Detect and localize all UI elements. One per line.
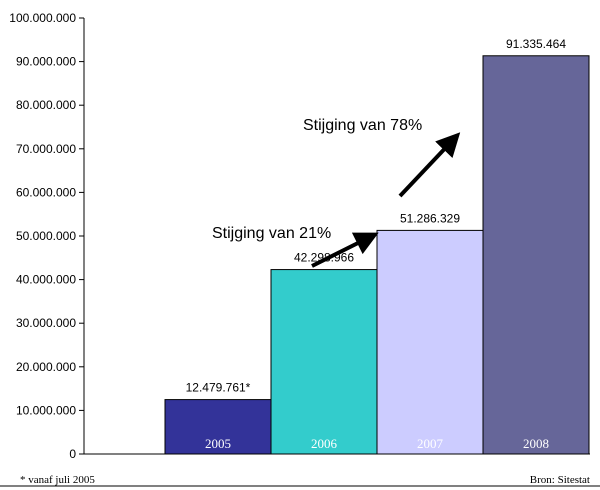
bar-2006	[270, 269, 378, 455]
y-tick-label: 30.000.000	[16, 316, 76, 330]
y-tick-label: 60.000.000	[16, 185, 76, 199]
y-tick-label: 90.000.000	[16, 55, 76, 69]
y-tick-label: 100.000.000	[9, 11, 76, 25]
data-label-2005: 12.479.761*	[186, 381, 251, 395]
y-axis: 0 10.000.000 20.000.000 30.000.000 40.000.00…	[9, 11, 590, 461]
y-tick-label: 20.000.000	[16, 360, 76, 374]
y-tick-label: 80.000.000	[16, 98, 76, 112]
arrow-increase-21	[311, 232, 379, 268]
source-label: Bron: Sitestat	[530, 474, 590, 486]
category-label-2007: 2007	[417, 436, 444, 451]
category-label-2005: 2005	[205, 436, 231, 451]
y-tick-label: 40.000.000	[16, 273, 76, 287]
data-label-2007: 51.286.329	[400, 211, 460, 225]
annotation-increase-21: Stijging van 21%	[212, 225, 331, 242]
arrow-increase-78	[398, 132, 461, 198]
bar-2007	[376, 229, 484, 455]
bar-2008	[482, 55, 590, 455]
y-tick-label: 50.000.000	[16, 229, 76, 243]
bars: 2005 2006 2007 2008	[164, 55, 590, 455]
annotation-increase-78: Stijging van 78%	[303, 117, 422, 134]
data-label-2008: 91.335.464	[506, 37, 566, 51]
footnote: * vanaf juli 2005	[20, 474, 95, 486]
y-tick-label: 10.000.000	[16, 403, 76, 417]
y-tick-label: 0	[69, 447, 76, 461]
data-label-2006: 42.298.966	[294, 251, 354, 265]
category-label-2008: 2008	[523, 436, 549, 451]
y-tick-label: 70.000.000	[16, 142, 76, 156]
category-label-2006: 2006	[311, 436, 338, 451]
